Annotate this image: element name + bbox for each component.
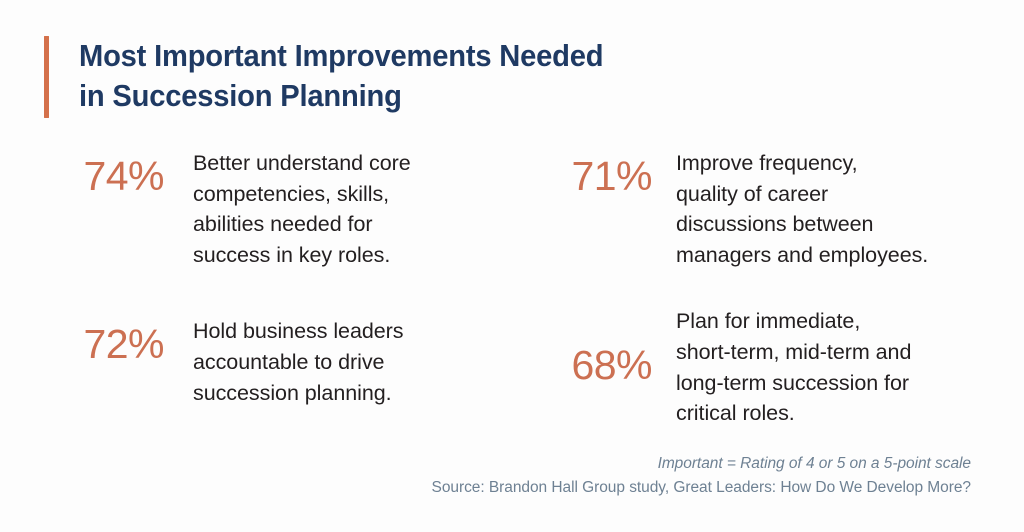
footnote-definition: Important = Rating of 4 or 5 on a 5-poin… [657, 455, 971, 472]
footnote-source: Source: Brandon Hall Group study, Great … [431, 479, 972, 496]
stat-value: 68% [571, 342, 652, 389]
footnote: Important = Rating of 4 or 5 on a 5-poin… [431, 452, 972, 500]
stat-value: 74% [83, 153, 164, 199]
stats-column-left: 74% Better understand core competencies,… [60, 148, 490, 408]
title-wrapper: Most Important Improvements Needed in Su… [49, 36, 628, 118]
stat-description: Better understand core competencies, ski… [193, 151, 411, 267]
stat-block: 68% Plan for immediate, short-term, mid-… [540, 306, 1000, 428]
stat-block: 74% Better understand core competencies,… [60, 148, 490, 270]
stat-value: 71% [571, 153, 652, 199]
stat-value: 72% [83, 321, 164, 368]
vertical-accent-bar-icon [44, 36, 49, 118]
stats-column-right: 71% Improve frequency, quality of career… [540, 148, 1000, 429]
stat-description: Hold business leaders accountable to dri… [193, 319, 404, 405]
stat-description: Plan for immediate, short-term, mid-term… [676, 309, 912, 426]
header: Most Important Improvements Needed in Su… [44, 36, 628, 118]
page-title: Most Important Improvements Needed in Su… [79, 39, 604, 113]
stat-block: 71% Improve frequency, quality of career… [540, 148, 1000, 270]
stat-block: 72% Hold business leaders accountable to… [60, 316, 490, 408]
stat-description: Improve frequency, quality of career dis… [676, 151, 929, 267]
